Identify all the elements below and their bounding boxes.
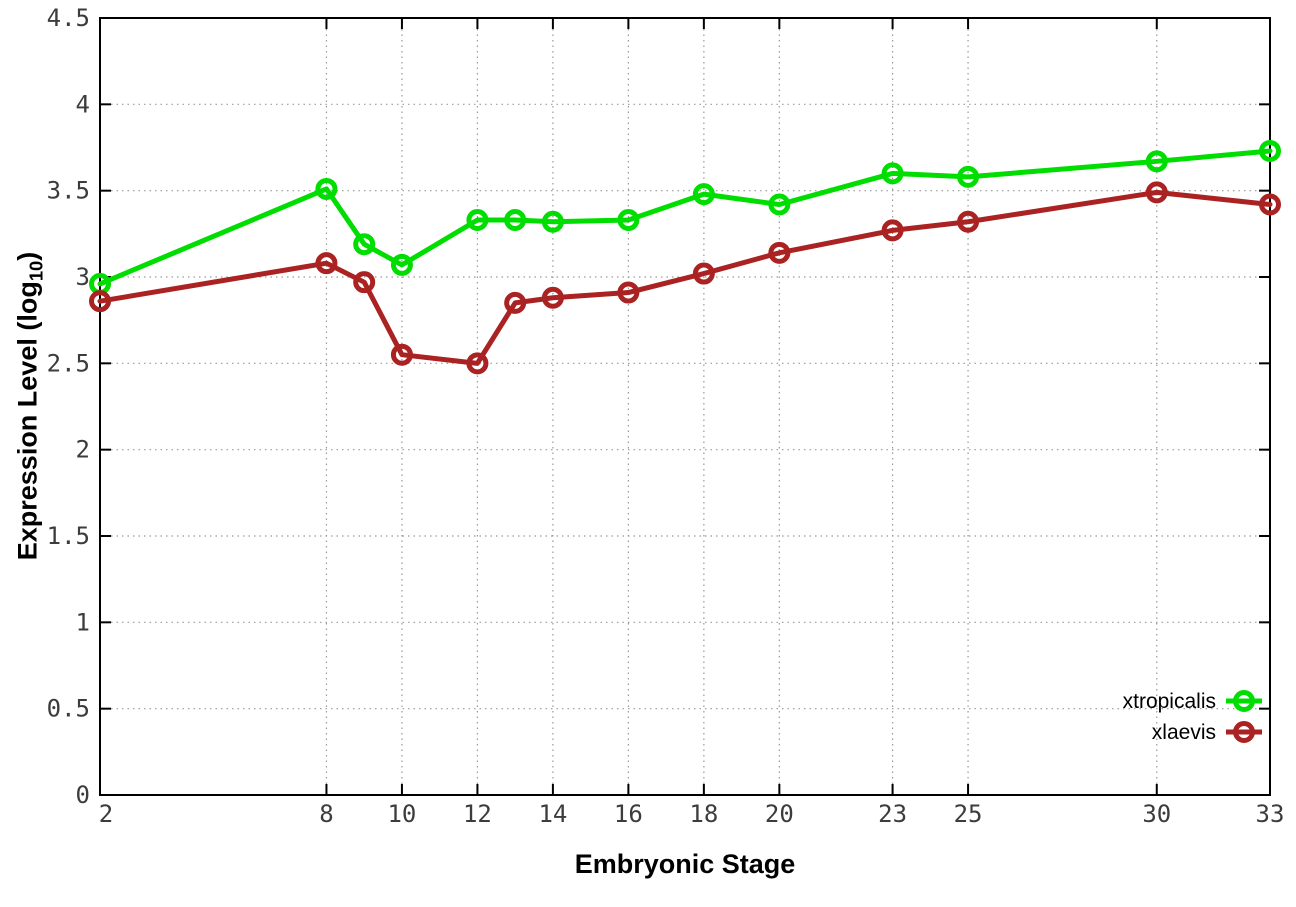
x-tick-label: 10: [387, 800, 416, 828]
data-point-xtropicalis-stage-8: [315, 177, 338, 200]
x-tick-label: 33: [1256, 800, 1285, 828]
data-point-xlaevis-stage-2: [89, 290, 111, 313]
data-point-xlaevis-stage-33: [1259, 193, 1281, 216]
series-line-xlaevis: [97, 189, 1273, 366]
data-point-xtropicalis-stage-12: [466, 209, 489, 232]
data-point-xlaevis-stage-12: [466, 352, 489, 375]
x-tick-label: 20: [765, 800, 794, 828]
data-point-xlaevis-stage-18: [692, 262, 715, 285]
x-tick-label: 30: [1142, 800, 1171, 828]
y-tick-label: 3.5: [47, 177, 90, 205]
legend-marker-xlaevis: [1233, 721, 1255, 743]
data-point-xlaevis-stage-16: [617, 281, 640, 304]
data-point-xlaevis-stage-23: [881, 219, 904, 242]
data-point-xtropicalis-stage-18: [692, 183, 715, 206]
data-point-xlaevis-stage-13: [504, 291, 527, 314]
x-tick-label: 25: [954, 800, 983, 828]
y-tick-label: 1.5: [47, 522, 90, 550]
y-tick-label: 0.5: [47, 695, 90, 723]
y-axis-title-subscript: 10: [25, 260, 47, 282]
data-point-xtropicalis-stage-16: [617, 209, 640, 232]
x-tick-label: 14: [538, 800, 567, 828]
x-tick-label: 23: [878, 800, 907, 828]
legend-marker-xtropicalis: [1233, 690, 1255, 712]
data-point-xlaevis-stage-25: [957, 210, 980, 233]
x-tick-label: 16: [614, 800, 643, 828]
data-point-xtropicalis-stage-14: [541, 210, 564, 233]
x-axis-title: Embryonic Stage: [574, 849, 796, 879]
y-tick-label: 1: [76, 608, 90, 636]
y-axis-title: Expression Level (log10): [12, 252, 47, 561]
y-tick-label: 4.5: [47, 4, 90, 32]
x-tick-label: 8: [319, 800, 333, 828]
x-tick-label: 2: [99, 800, 113, 828]
x-tick-label: 18: [689, 800, 718, 828]
series-line-xtropicalis: [97, 148, 1273, 287]
data-point-xtropicalis-stage-9: [353, 233, 376, 256]
data-point-xtropicalis-stage-30: [1145, 150, 1168, 173]
y-tick-label: 3: [76, 263, 90, 291]
data-point-xtropicalis-stage-33: [1259, 139, 1281, 162]
data-point-xlaevis-stage-30: [1145, 181, 1168, 204]
y-axis-title-text: Expression Level (log: [12, 281, 43, 561]
plot-border: [99, 17, 1271, 796]
y-tick-label: 0: [76, 781, 90, 809]
y-axis-title-suffix: ): [12, 251, 43, 261]
data-point-xtropicalis-stage-20: [768, 193, 791, 216]
data-point-xlaevis-stage-14: [541, 286, 564, 309]
legend-label-xlaevis: xlaevis: [1152, 721, 1216, 744]
x-tick-label: 12: [463, 800, 492, 828]
legend-label-xtropicalis: xtropicalis: [1123, 690, 1216, 713]
data-point-xlaevis-stage-20: [768, 241, 791, 264]
data-point-xtropicalis-stage-25: [957, 165, 980, 188]
y-tick-label: 2: [76, 436, 90, 464]
y-tick-label: 4: [76, 90, 90, 118]
data-point-xtropicalis-stage-23: [881, 162, 904, 185]
data-point-xtropicalis-stage-13: [504, 209, 527, 232]
data-point-xlaevis-stage-8: [315, 252, 338, 275]
data-point-xlaevis-stage-10: [390, 343, 413, 366]
y-tick-label: 2.5: [47, 349, 90, 377]
data-point-xtropicalis-stage-10: [390, 253, 413, 276]
data-point-xlaevis-stage-9: [353, 271, 376, 294]
